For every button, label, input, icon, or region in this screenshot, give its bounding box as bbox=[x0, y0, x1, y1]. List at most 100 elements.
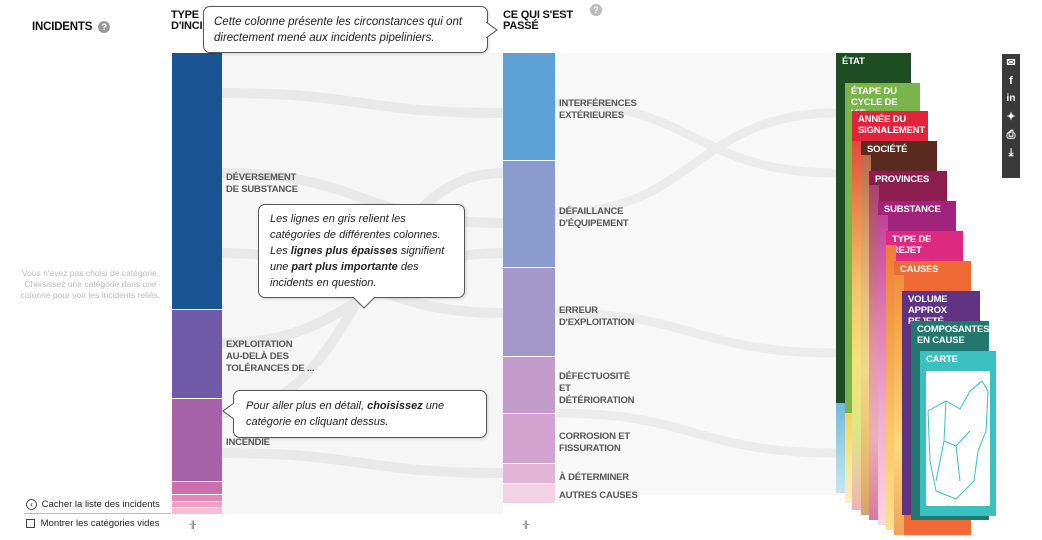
label-line: CORROSION ET bbox=[559, 431, 630, 442]
checkbox[interactable] bbox=[26, 518, 35, 528]
type-label-exploitation[interactable]: EXPLOITATION AU-DELÀ DES TOLÉRANCES DE .… bbox=[226, 339, 314, 375]
hide-list-label: Cacher la liste des incidents bbox=[41, 499, 160, 511]
show-empty-label: Montrer les catégories vides bbox=[40, 518, 160, 529]
tooltip-text: des incidents en question. bbox=[270, 261, 419, 289]
help-icon[interactable]: ? bbox=[590, 4, 602, 16]
tooltip-pointer bbox=[222, 403, 234, 419]
hide-list-control[interactable]: ‹ Cacher la liste des incidents bbox=[26, 499, 160, 510]
what-header-line1: CE QUI S'EST bbox=[503, 9, 573, 21]
label-line: FISSURATION bbox=[559, 443, 621, 454]
card-substance-strip bbox=[878, 215, 888, 525]
label-line: DÉFAILLANCE bbox=[559, 206, 624, 217]
type-bar-deversement[interactable] bbox=[172, 53, 222, 309]
card-label: TYPE DE REJET bbox=[892, 234, 932, 256]
map-panel[interactable] bbox=[926, 371, 990, 506]
download-icon[interactable]: ⤓ bbox=[1008, 147, 1014, 159]
what-label-autres[interactable]: AUTRES CAUSES bbox=[559, 490, 638, 502]
what-label-erreur[interactable]: ERREUR D'EXPLOITATION bbox=[559, 305, 634, 329]
what-bar-a-determiner[interactable] bbox=[503, 464, 555, 483]
tooltip-bold: choisissez bbox=[367, 400, 423, 412]
card-label: EN CAUSE bbox=[917, 335, 965, 346]
what-label-defectuosite[interactable]: DÉFECTUOSITÉ ET DÉTÉRIORATION bbox=[559, 371, 635, 407]
card-societe-strip bbox=[861, 155, 871, 515]
what-header-line2: PASSÉ bbox=[503, 20, 539, 32]
what-bar-autres[interactable] bbox=[503, 484, 555, 503]
what-label-interferences[interactable]: INTERFÉRENCES EXTÉRIEURES bbox=[559, 98, 637, 122]
card-label: SUBSTANCE bbox=[884, 204, 941, 215]
card-label: CARTE bbox=[926, 354, 958, 365]
show-empty-control[interactable]: Montrer les catégories vides bbox=[26, 518, 159, 529]
type-header-line2: D'INCI bbox=[171, 20, 203, 32]
what-label-defaillance[interactable]: DÉFAILLANCE D'ÉQUIPEMENT bbox=[559, 206, 629, 230]
what-column-header[interactable]: CE QUI S'EST PASSÉ bbox=[503, 10, 573, 32]
label-line: DÉVERSEMENT bbox=[226, 172, 297, 183]
tooltip-text: Cette colonne présente les circonstances… bbox=[214, 16, 463, 28]
what-column bbox=[503, 53, 555, 514]
what-bar-defaillance[interactable] bbox=[503, 161, 555, 267]
tooltip-bold: part plus importante bbox=[291, 261, 398, 273]
what-bar-corrosion[interactable] bbox=[503, 414, 555, 463]
card-etape-strip bbox=[845, 413, 855, 503]
type-bar-small[interactable] bbox=[172, 508, 222, 514]
canada-map-icon bbox=[927, 380, 989, 500]
tooltip-lines-info: Les lignes en gris relient les catégorie… bbox=[258, 204, 465, 298]
share-bar: ✉ f in ✦ ⎙ ⤓ bbox=[1002, 54, 1020, 178]
type-column-header[interactable]: TYPE D'INCI bbox=[171, 9, 203, 32]
label-line: D'ÉQUIPEMENT bbox=[559, 218, 629, 229]
flow-area-2 bbox=[555, 53, 837, 495]
card-label: ANNÉE DU bbox=[858, 114, 907, 125]
facebook-icon[interactable]: f bbox=[1009, 75, 1013, 87]
type-label-incendie[interactable]: INCENDIE bbox=[226, 437, 270, 449]
linkedin-icon[interactable]: in bbox=[1006, 93, 1016, 104]
tooltip-select-info: Pour aller plus en détail, choisissez un… bbox=[233, 390, 487, 438]
type-bar-small[interactable] bbox=[172, 502, 222, 507]
label-line: INCENDIE bbox=[226, 437, 270, 448]
label-line: DÉFECTUOSITÉ bbox=[559, 371, 630, 382]
divider bbox=[24, 513, 171, 514]
card-causes-strip bbox=[894, 275, 904, 535]
incidents-title: INCIDENTS ? bbox=[32, 21, 111, 34]
card-provinces-strip bbox=[869, 185, 879, 520]
flow-lines-2 bbox=[555, 98, 837, 458]
help-icon[interactable]: ? bbox=[98, 21, 111, 33]
chevron-left-icon: ‹ bbox=[26, 499, 37, 510]
card-label: COMPOSANTES bbox=[917, 324, 990, 335]
tooltip-pointer bbox=[353, 297, 375, 309]
label-line: AUTRES CAUSES bbox=[559, 490, 638, 501]
type-bar-small[interactable] bbox=[172, 495, 222, 501]
type-header-line1: TYPE bbox=[171, 9, 199, 21]
label-line: INTERFÉRENCES bbox=[559, 98, 637, 109]
tooltip-text: Pour aller plus en détail, bbox=[246, 400, 368, 412]
type-column bbox=[172, 53, 222, 514]
what-bar-interferences[interactable] bbox=[503, 53, 555, 160]
card-label: ÉTAT bbox=[842, 56, 865, 67]
column-resize-handle[interactable]: -||- bbox=[189, 519, 197, 529]
card-label: ÉTAPE DU bbox=[851, 86, 897, 97]
card-label: VOLUME bbox=[908, 294, 948, 305]
tooltip-column-info: Cette colonne présente les circonstances… bbox=[203, 6, 488, 53]
mail-icon[interactable]: ✉ bbox=[1006, 57, 1016, 69]
card-label: PROVINCES bbox=[875, 174, 930, 185]
tooltip-text: Les lignes en gris relient les catégorie… bbox=[270, 213, 441, 257]
label-line: EXTÉRIEURES bbox=[559, 110, 624, 121]
print-icon[interactable]: ⎙ bbox=[1006, 129, 1016, 141]
label-line: D'EXPLOITATION bbox=[559, 317, 635, 328]
type-label-deversement[interactable]: DÉVERSEMENT DE SUBSTANCE bbox=[226, 172, 298, 196]
tooltip-text: une catégorie en cliquant dessus. bbox=[246, 400, 445, 428]
column-resize-handle[interactable]: -||- bbox=[522, 519, 530, 529]
card-label: SOCIÉTÉ bbox=[867, 144, 908, 155]
what-bar-erreur[interactable] bbox=[503, 268, 555, 356]
card-carte[interactable]: CARTE bbox=[920, 351, 996, 516]
type-bar-incendie[interactable] bbox=[172, 399, 222, 481]
label-line: DE SUBSTANCE bbox=[226, 184, 298, 195]
type-bar-exploitation[interactable] bbox=[172, 310, 222, 398]
card-type-rejet-strip bbox=[886, 245, 896, 530]
what-label-corrosion[interactable]: CORROSION ET FISSURATION bbox=[559, 431, 630, 455]
twitter-icon[interactable]: ✦ bbox=[1006, 111, 1016, 123]
incidents-title-text: INCIDENTS bbox=[32, 21, 93, 34]
what-label-a-determiner[interactable]: À DÉTERMINER bbox=[559, 472, 629, 484]
label-line: EXPLOITATION bbox=[226, 339, 293, 350]
what-bar-defectuosite[interactable] bbox=[503, 357, 555, 413]
label-line: AU-DELÀ DES bbox=[226, 351, 289, 362]
type-bar-small[interactable] bbox=[172, 482, 222, 494]
